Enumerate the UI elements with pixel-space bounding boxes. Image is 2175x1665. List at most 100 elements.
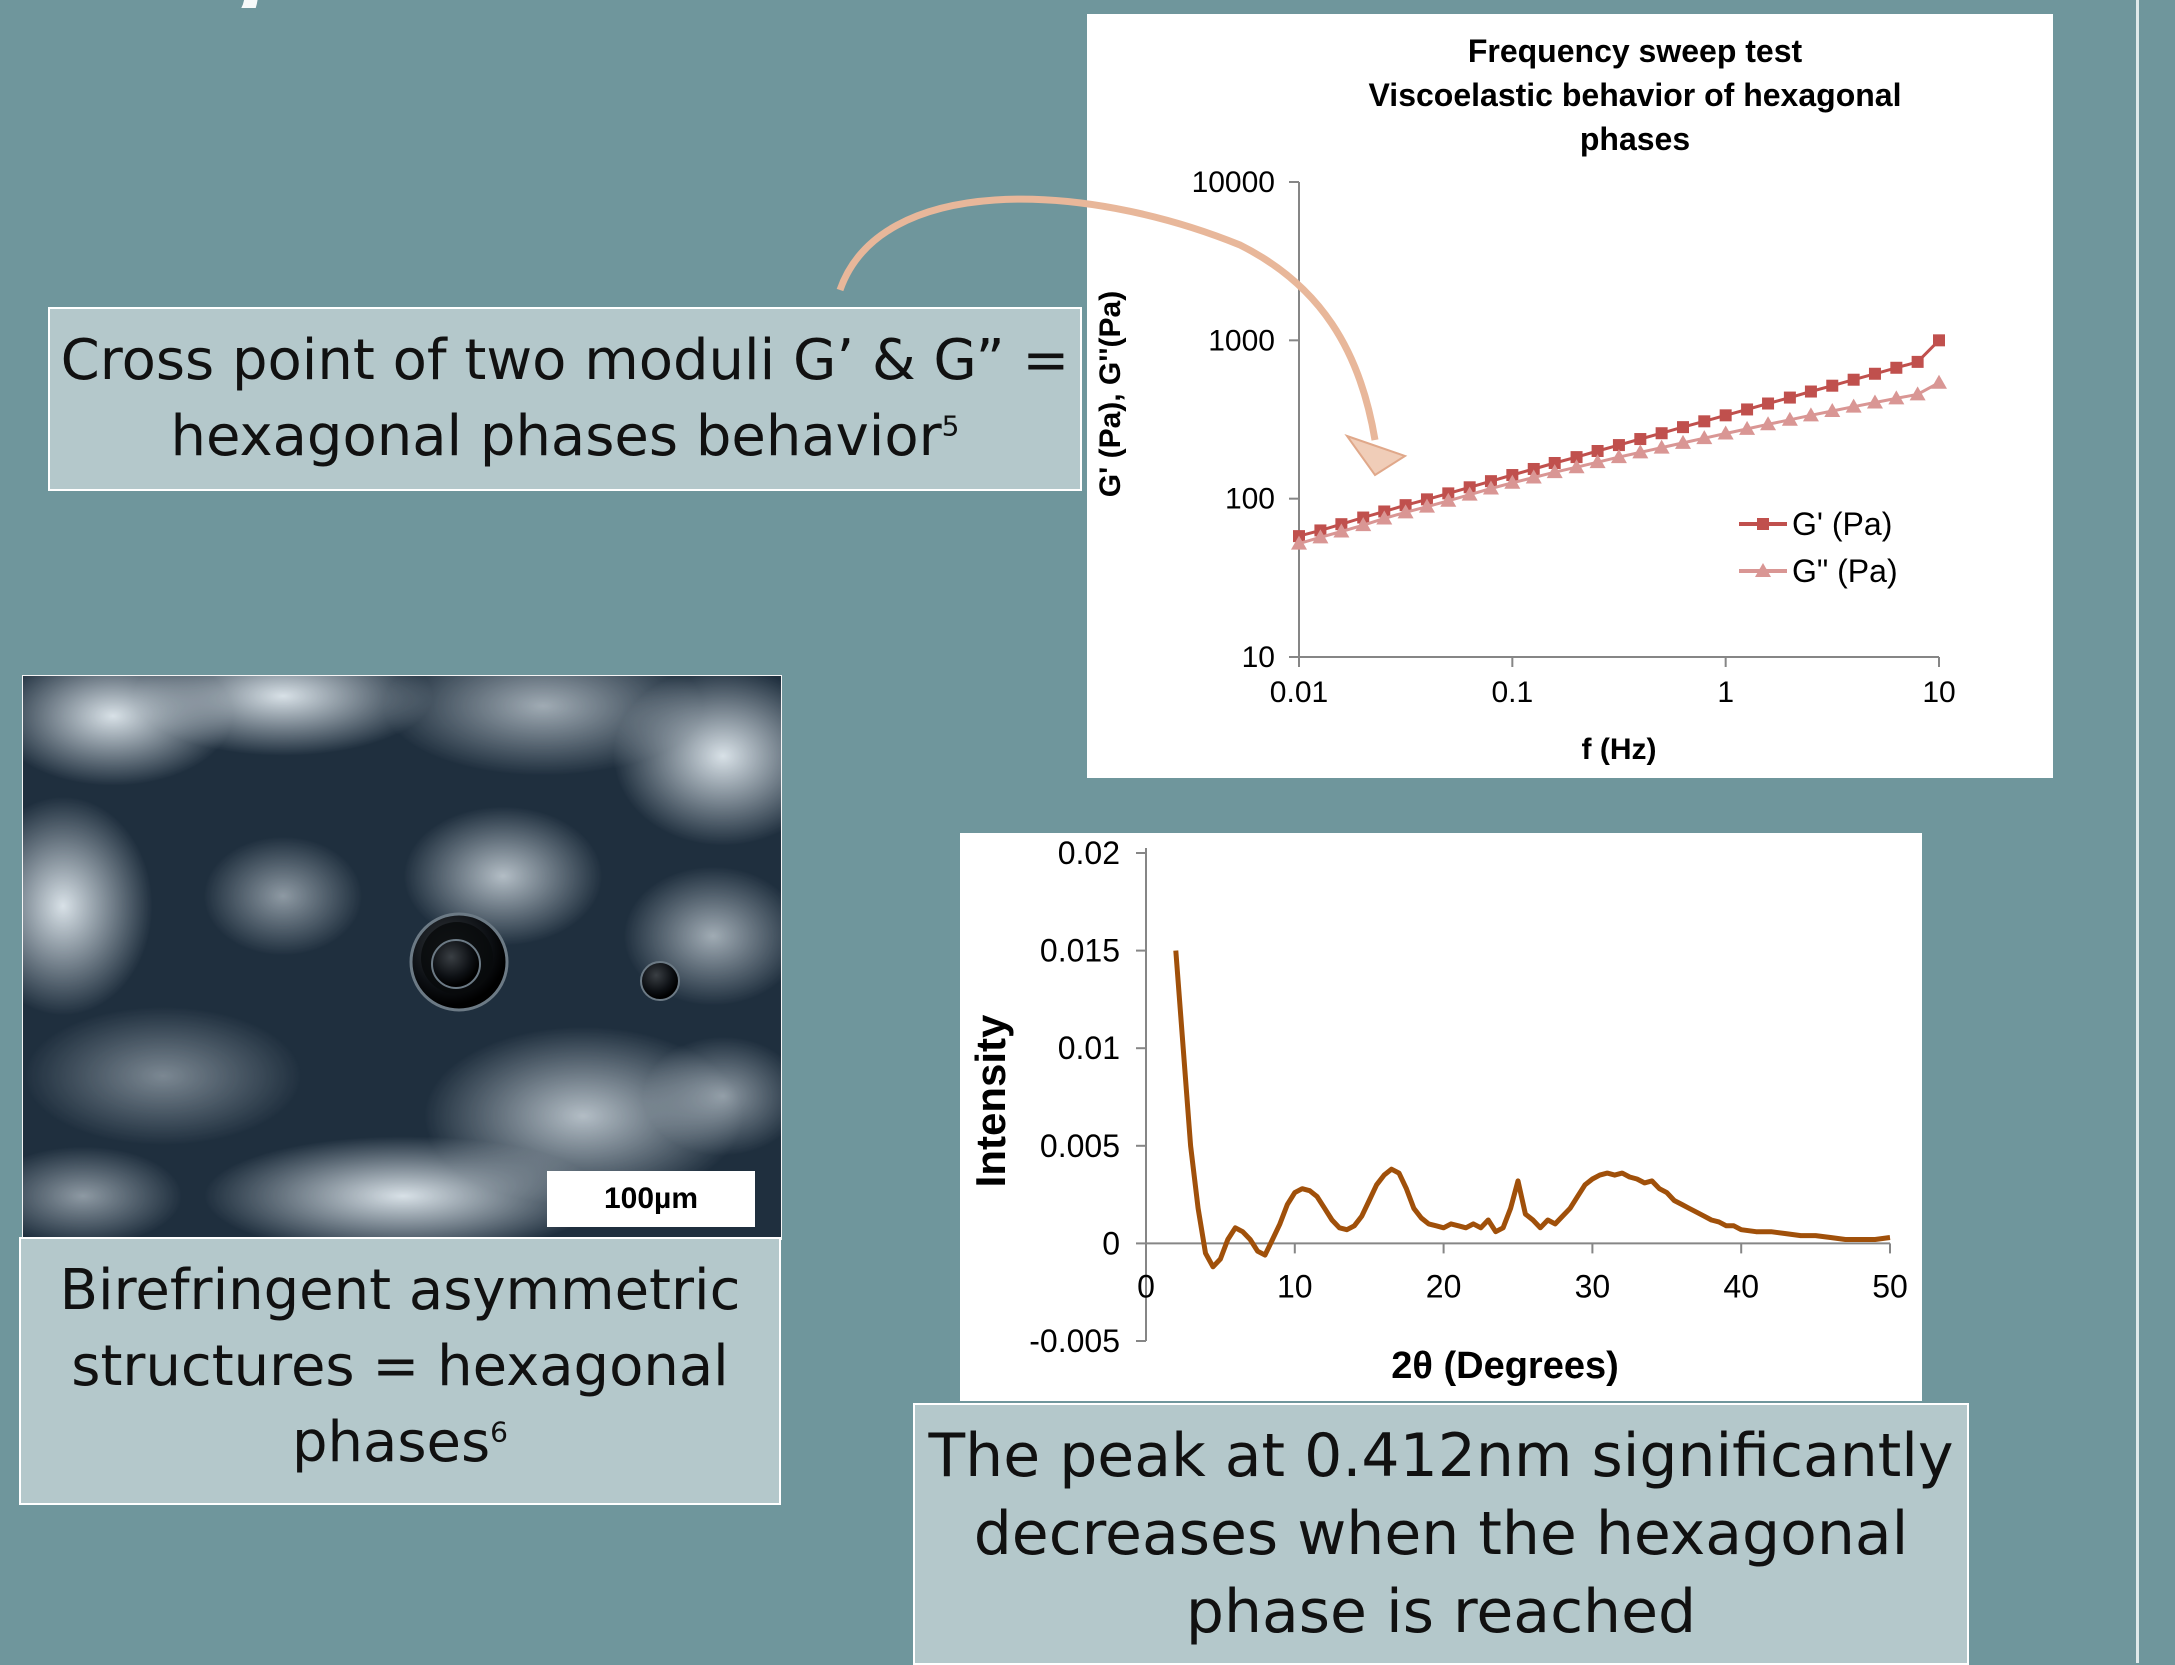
g-double-prime-point — [1376, 510, 1393, 525]
microscopy-caption-line-3: phases — [292, 1410, 491, 1475]
g-double-prime-point — [1760, 416, 1777, 431]
xrd-svg: -0.005 0 0.005 0.01 0.015 0.02 0 10 20 30 40 50 Int… — [967, 835, 1908, 1387]
legend-g-prime-marker — [1757, 518, 1769, 530]
y-tick-label: 10 — [1242, 641, 1275, 674]
xrd-intensity-line — [1173, 950, 1891, 1270]
rheology-caption-line-2: hexagonal phases behavior — [170, 404, 942, 469]
legend-g-prime-label: G' (Pa) — [1792, 506, 1892, 542]
xrd-x-tick-label: 30 — [1575, 1268, 1611, 1304]
g-double-prime-point — [1504, 474, 1521, 489]
chart-title-line-2: Viscoelastic behavior of hexagonal — [1369, 77, 1902, 113]
g-double-prime-point — [1888, 390, 1905, 405]
g-prime-point — [1527, 462, 1540, 475]
xrd-x-axis-label: 2θ (Degrees) — [1391, 1345, 1619, 1387]
slide-title-fragment: ing... — [40, 0, 940, 8]
xrd-x-tick-label: 0 — [1137, 1268, 1155, 1304]
g-prime-point — [1826, 379, 1839, 392]
g-double-prime-point — [1931, 374, 1947, 389]
g-prime-point — [1570, 451, 1583, 464]
g-prime-point — [1698, 415, 1711, 428]
g-double-prime-point — [1866, 394, 1883, 409]
xrd-caption-line-2: decreases when the hexagonal — [973, 1499, 1909, 1569]
microscopy-caption-line-3-wrap: phases6 — [21, 1405, 779, 1481]
chart-title-line-3: phases — [1580, 121, 1690, 157]
g-prime-point — [1890, 361, 1903, 374]
g-double-prime-point — [1739, 420, 1756, 435]
g-double-prime-point — [1568, 459, 1585, 474]
x-tick-label: 0.01 — [1270, 676, 1328, 709]
x-axis-label: f (Hz) — [1582, 733, 1657, 766]
slide-edge-line — [2136, 0, 2139, 1663]
xrd-x-tick-label: 10 — [1277, 1268, 1313, 1304]
xrd-y-tick-label: 0.02 — [1058, 835, 1120, 871]
g-prime-point — [1719, 409, 1732, 422]
g-prime-point — [1612, 439, 1625, 452]
micrograph-image: 100µm — [22, 675, 782, 1240]
g-prime-point — [1933, 334, 1945, 347]
g-prime-point — [1847, 373, 1860, 386]
rheology-caption-line-2-wrap: hexagonal phases behavior5 — [50, 399, 1080, 475]
y-tick-label: 1000 — [1208, 324, 1275, 357]
microscopy-caption: Birefringent asymmetric structures = hex… — [19, 1237, 781, 1505]
xrd-y-tick-label: 0.01 — [1058, 1030, 1120, 1066]
y-axis-label: G' (Pa), G''(Pa) — [1094, 291, 1127, 497]
g-double-prime-point — [1717, 425, 1734, 440]
g-double-prime-point — [1333, 523, 1350, 538]
g-double-prime-point — [1482, 480, 1499, 495]
y-tick-label: 100 — [1225, 483, 1275, 516]
xrd-x-tick-label: 20 — [1426, 1268, 1462, 1304]
microscopy-caption-ref: 6 — [490, 1415, 508, 1449]
xrd-y-tick-label: 0.015 — [1040, 933, 1120, 969]
g-prime-point — [1762, 397, 1775, 410]
callout-arrow-shaft — [836, 195, 1379, 441]
micrograph-droplets — [409, 912, 680, 1012]
g-double-prime-point — [1355, 517, 1372, 532]
x-tick-label: 1 — [1717, 676, 1734, 709]
chart-title-line-1: Frequency sweep test — [1468, 33, 1803, 69]
g-double-prime-point — [1546, 464, 1563, 479]
legend-g-double-prime-label: G" (Pa) — [1792, 553, 1898, 589]
g-double-prime-point — [1824, 402, 1841, 417]
g-double-prime-point — [1845, 398, 1862, 413]
xrd-y-tick-label: 0.005 — [1040, 1128, 1120, 1164]
g-double-prime-point — [1781, 411, 1798, 426]
micrograph-svg — [23, 676, 781, 1239]
micrograph-scale-label: 100µm — [547, 1171, 755, 1227]
xrd-x-tick-label: 40 — [1723, 1268, 1759, 1304]
microscopy-caption-line-1: Birefringent asymmetric — [59, 1258, 741, 1323]
birefringent-texture — [23, 676, 781, 1239]
g-double-prime-point — [1610, 449, 1627, 464]
xrd-y-tick-label: 0 — [1102, 1225, 1120, 1261]
g-double-prime-point — [1291, 535, 1307, 550]
g-prime-point — [1868, 367, 1881, 380]
g-prime-point — [1911, 355, 1924, 368]
callout-arrow-head — [1344, 434, 1408, 477]
xrd-caption-line-1: The peak at 0.412nm significantly — [928, 1421, 1954, 1491]
g-prime-point — [1591, 445, 1604, 458]
g-double-prime-point — [1653, 439, 1670, 454]
x-tick-label: 10 — [1922, 676, 1955, 709]
g-prime-point — [1804, 385, 1817, 398]
y-tick-label: 10000 — [1192, 166, 1275, 199]
g-double-prime-point — [1632, 444, 1649, 459]
g-prime-point — [1677, 421, 1690, 434]
g-prime-point — [1634, 433, 1647, 446]
xrd-caption: The peak at 0.412nm significantly decrea… — [913, 1403, 1969, 1665]
g-double-prime-point — [1802, 407, 1819, 422]
xrd-y-tick-label: -0.005 — [1029, 1323, 1120, 1359]
g-double-prime-point — [1909, 386, 1926, 401]
g-double-prime-point — [1440, 492, 1457, 507]
chart-legend: G' (Pa) G" (Pa) — [1739, 506, 1898, 589]
g-double-prime-point — [1525, 469, 1542, 484]
g-double-prime-point — [1675, 434, 1692, 449]
microscopy-caption-line-2: structures = hexagonal — [71, 1334, 729, 1399]
g-prime-point — [1741, 403, 1754, 416]
xrd-x-tick-label: 50 — [1872, 1268, 1908, 1304]
g-double-prime-point — [1418, 498, 1435, 513]
g-double-prime-point — [1397, 504, 1414, 519]
frequency-sweep-chart: Frequency sweep test Viscoelastic behavi… — [1087, 14, 2053, 778]
legend-g-double-prime-marker — [1755, 563, 1771, 577]
g-double-prime-point — [1589, 454, 1606, 469]
rheology-caption-ref: 5 — [941, 409, 960, 443]
